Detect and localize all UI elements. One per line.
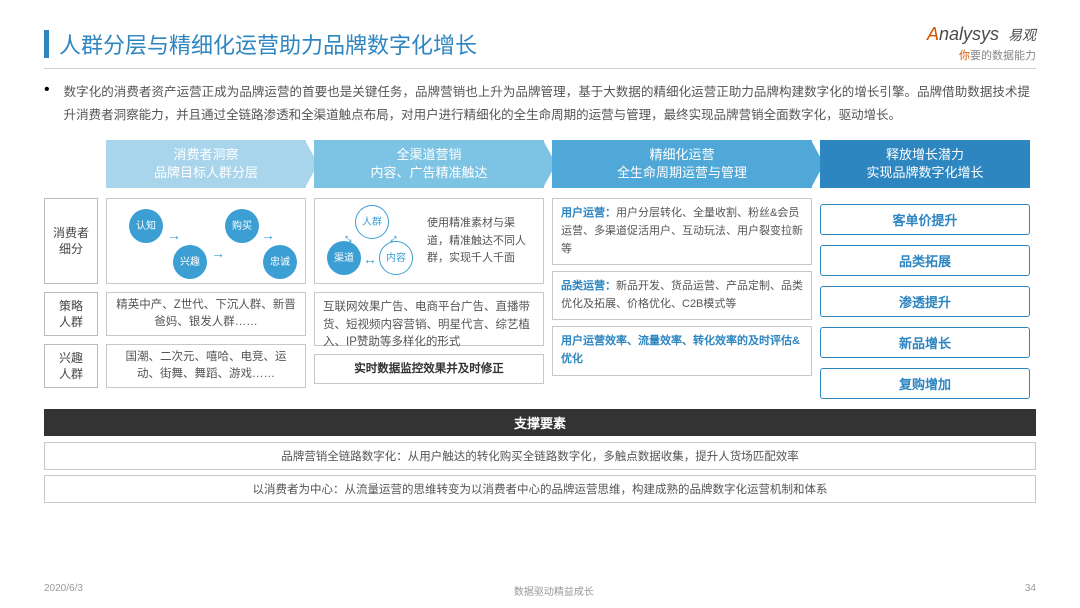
brand-logo: Analysys 易观 你要的数据能力: [927, 24, 1036, 63]
strategy-groups: 精英中产、Z世代、下沉人群、新晋爸妈、银发人群……: [106, 292, 306, 336]
intro-paragraph: •数字化的消费者资产运营正成为品牌运营的首要也是关键任务，品牌营销也上升为品牌管…: [44, 81, 1036, 140]
result-1: 客单价提升: [820, 204, 1030, 235]
row-label-2: 策略 人群: [44, 292, 98, 336]
footer-date: 2020/6/3: [44, 583, 83, 598]
row-label-1: 消费者 细分: [44, 198, 98, 284]
page-title: 人群分层与精细化运营助力品牌数字化增长: [59, 28, 477, 60]
result-2: 品类拓展: [820, 245, 1030, 276]
support-row-2: 以消费者为中心：从流量运营的思维转变为以消费者中心的品牌运营思维，构建成熟的品牌…: [44, 475, 1036, 503]
result-4: 新品增长: [820, 327, 1030, 358]
channel-diagram: 人群 渠道 内容 ↔ ↔ ↔ 使用精准素材与渠道，精准触达不同人群，实现千人千面: [314, 198, 544, 284]
stage-header-3: 精细化运营全生命周期运营与管理: [552, 140, 812, 188]
result-5: 复购增加: [820, 368, 1030, 399]
user-operation-box: 用户运营：用户分层转化、全量收割、粉丝&会员运营、多渠道促活用户、互动玩法、用户…: [552, 198, 812, 265]
consumer-cycle-diagram: 认知 购买 兴趣 忠诚 → → →: [106, 198, 306, 284]
title-accent-bar: [44, 30, 49, 58]
stage-header-2: 全渠道营销内容、广告精准触达: [314, 140, 544, 188]
monitoring-note: 实时数据监控效果并及时修正: [314, 354, 544, 384]
marketing-forms: 互联网效果广告、电商平台广告、直播带货、短视频内容营销、明星代言、综艺植入、IP…: [314, 292, 544, 346]
footer-page: 34: [1025, 583, 1036, 598]
divider: [44, 68, 1036, 69]
footer-center: 数据驱动精益成长: [514, 583, 594, 598]
efficiency-box: 用户运营效率、流量效率、转化效率的及时评估&优化: [552, 326, 812, 375]
stage-header-4: 释放增长潜力实现品牌数字化增长: [820, 140, 1030, 188]
support-row-1: 品牌营销全链路数字化：从用户触达的转化购买全链路数字化，多触点数据收集，提升人货…: [44, 442, 1036, 470]
row-label-3: 兴趣 人群: [44, 344, 98, 388]
stage-header-1: 消费者洞察品牌目标人群分层: [106, 140, 306, 188]
result-3: 渗透提升: [820, 286, 1030, 317]
category-operation-box: 品类运营：新品开发、货品运营、产品定制、品类优化及拓展、价格优化、C2B模式等: [552, 271, 812, 320]
interest-groups: 国潮、二次元、嘻哈、电竞、运动、街舞、舞蹈、游戏……: [106, 344, 306, 388]
support-header: 支撑要素: [44, 409, 1036, 436]
